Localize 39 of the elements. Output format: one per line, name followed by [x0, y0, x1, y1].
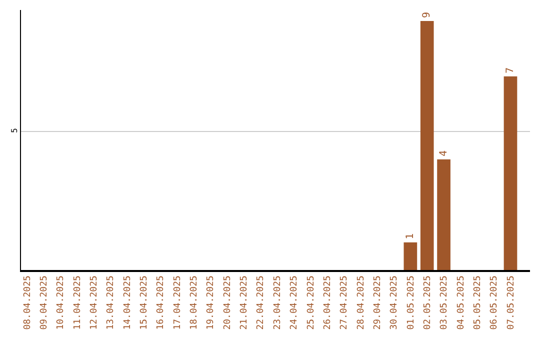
x-tick-label: 13.04.2025	[106, 276, 116, 330]
x-tick-label: 14.04.2025	[122, 276, 133, 330]
x-tick-label: 21.04.2025	[240, 276, 250, 330]
bar	[437, 159, 450, 270]
x-tick-label: 26.04.2025	[322, 276, 333, 330]
x-tick-label: 20.04.2025	[222, 276, 233, 330]
x-tick-label: 29.04.2025	[372, 276, 383, 330]
x-tick-label: 03.05.2025	[440, 276, 450, 330]
x-tick-label: 02.05.2025	[423, 276, 434, 330]
data-label: 9	[422, 12, 433, 18]
x-tick-label: 08.04.2025	[22, 276, 33, 330]
data-label: 7	[504, 67, 516, 74]
x-tick-label: 25.04.2025	[306, 276, 316, 330]
y-tick-label: 5	[10, 128, 19, 133]
x-tick-label: 11.04.2025	[72, 276, 83, 330]
x-tick-label: 24.04.2025	[290, 276, 300, 330]
x-tick-label: 16.04.2025	[156, 276, 166, 330]
x-tick-label: 09.04.2025	[39, 276, 50, 330]
x-tick-label: 23.04.2025	[272, 276, 283, 330]
x-tick-label: 28.04.2025	[356, 276, 366, 330]
x-tick-label: 01.05.2025	[406, 276, 416, 330]
x-tick-label: 12.04.2025	[89, 276, 100, 330]
x-tick-label: 18.04.2025	[190, 276, 200, 330]
x-tick-label: 27.04.2025	[340, 276, 350, 330]
bar	[504, 76, 518, 270]
x-tick-label: 07.05.2025	[506, 276, 516, 330]
x-tick-label: 05.05.2025	[473, 276, 484, 330]
x-tick-label: 15.04.2025	[140, 276, 150, 330]
bar	[420, 21, 434, 270]
data-label: 1	[404, 233, 416, 240]
x-tick-label: 19.04.2025	[206, 276, 216, 330]
x-tick-label: 22.04.2025	[256, 276, 266, 330]
x-tick-label: 17.04.2025	[172, 276, 183, 330]
x-tick-label: 10.04.2025	[56, 276, 66, 330]
x-tick-label: 06.05.2025	[490, 276, 500, 330]
data-label: 4	[438, 150, 450, 156]
bar	[404, 242, 418, 270]
x-tick-label: 30.04.2025	[390, 276, 400, 330]
x-tick-label: 04.05.2025	[456, 276, 466, 330]
